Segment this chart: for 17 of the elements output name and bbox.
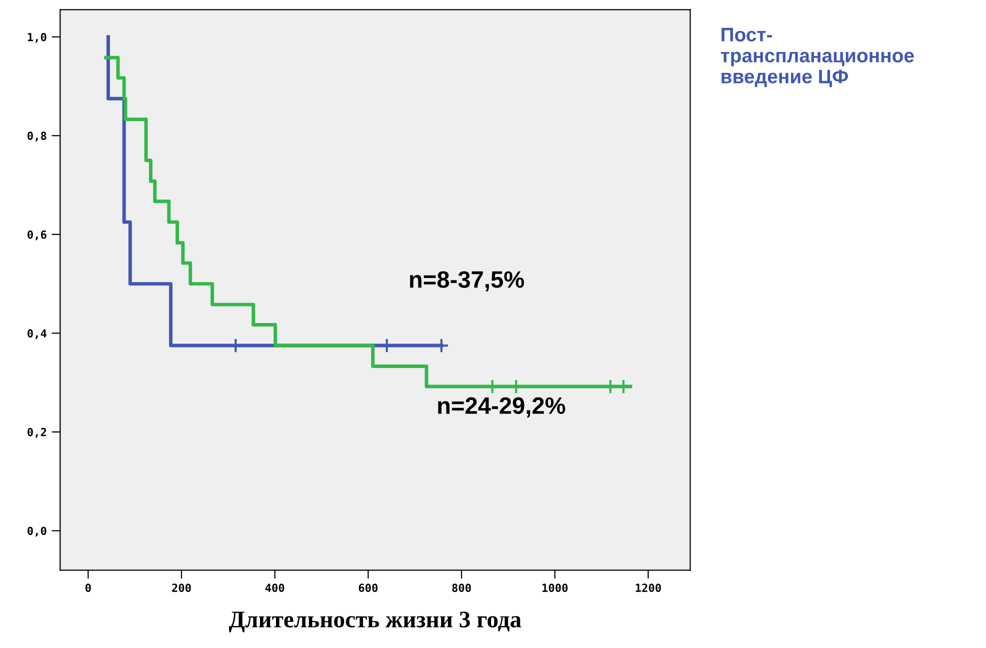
x-tick-label: 200 (172, 584, 191, 592)
y-tick-label: 0,0 (28, 526, 46, 537)
x-tick-label: 1000 (542, 584, 568, 592)
text: Пост- транспланационное введение ЦФ (720, 28, 914, 88)
annotation: n=24-29,2% (438, 397, 566, 418)
y-tick-label: 0,8 (28, 132, 46, 142)
x-tick-label: 400 (265, 584, 284, 592)
x-axis-title: Длительность жизни 3 года (228, 612, 522, 632)
x-tick-label: 800 (452, 584, 471, 592)
y-tick-label: 1,0 (28, 32, 46, 43)
y-tick-label: 0,6 (28, 230, 46, 240)
annotation: n=8-37,5% (410, 271, 524, 292)
x-tick-label: 0 (85, 584, 91, 592)
x-tick-label: 600 (358, 584, 378, 592)
y-tick-label: 0,4 (28, 329, 46, 339)
x-tick-label: 1200 (636, 584, 661, 592)
y-tick-label: 0,2 (28, 428, 46, 438)
